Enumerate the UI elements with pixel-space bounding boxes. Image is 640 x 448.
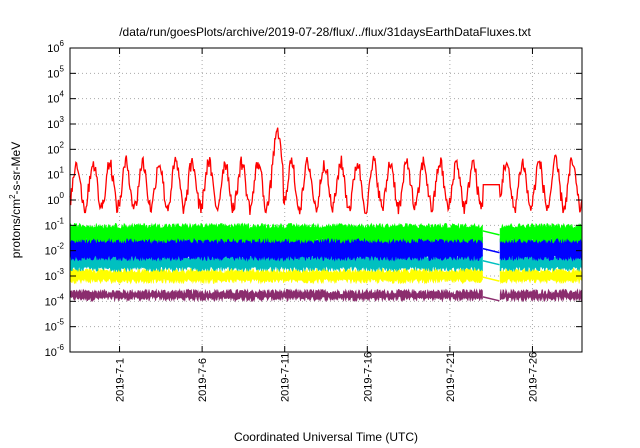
- grid-lines: [70, 48, 582, 352]
- x-tick-label: 2019-7-6: [197, 358, 209, 402]
- series-gap-line-5: [482, 296, 500, 302]
- y-tick-label: 105: [47, 64, 64, 80]
- series-band-4: [69, 267, 483, 285]
- y-axis-ticks: 10-6 10-5 10-4 10-3 10-2 10-1 100 101 102 103 104 1…: [45, 39, 582, 359]
- series-band-5: [69, 288, 483, 303]
- y-tick-label: 10-4: [45, 292, 65, 308]
- series-layer: [69, 127, 583, 303]
- y-tick-label: 100: [47, 191, 64, 207]
- x-axis-label: Coordinated Universal Time (UTC): [234, 430, 418, 444]
- y-tick-label: 10-6: [45, 343, 65, 359]
- x-tick-label: 2019-7-21: [445, 352, 457, 402]
- y-tick-label: 10-2: [45, 242, 65, 258]
- y-axis-label: protons/cm2-s-sr-MeV: [8, 142, 23, 258]
- x-tick-label: 2019-7-1: [115, 358, 127, 402]
- series-gap-line-1: [482, 230, 500, 236]
- series-gap-line-4: [482, 276, 500, 282]
- y-tick-label: 101: [47, 166, 64, 182]
- x-tick-label: 2019-7-11: [280, 353, 292, 402]
- chart-title: /data/run/goesPlots/archive/2019-07-28/f…: [119, 25, 531, 39]
- y-tick-label: 10-5: [45, 318, 65, 334]
- y-tick-label: 10-3: [45, 267, 65, 283]
- y-tick-label: 10-1: [45, 216, 65, 232]
- y-tick-label: 103: [47, 115, 64, 131]
- series-gap-line-3: [482, 260, 500, 266]
- x-tick-label: 2019-7-16: [362, 352, 374, 402]
- y-tick-label: 104: [47, 90, 64, 106]
- x-axis-ticks: 2019-7-1 2019-7-6 2019-7-11 2019-7-16 2019-7…: [115, 48, 539, 402]
- x-tick-label: 2019-7-26: [527, 352, 539, 402]
- series-gap-line-2: [482, 247, 500, 254]
- series-band-1: [69, 222, 483, 245]
- y-tick-label: 102: [47, 140, 64, 156]
- y-tick-label: 106: [47, 39, 64, 55]
- series-line-0: [69, 127, 583, 215]
- series-band-5: [499, 288, 583, 303]
